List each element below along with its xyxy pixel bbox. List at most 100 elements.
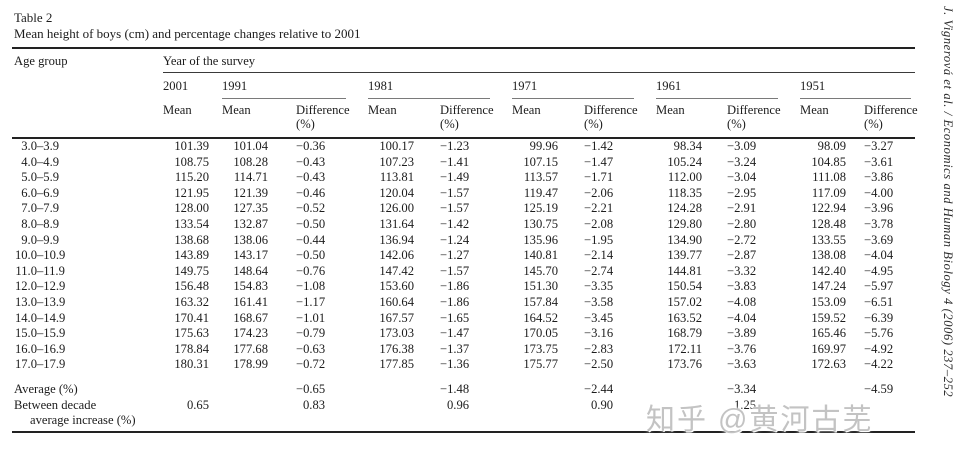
between-decade-row: Between decade average increase (%) 0.65 0.…	[12, 398, 915, 432]
value-cell: 157.84	[523, 294, 558, 309]
mean-height-table: Age group Year of the survey 2001 1991 1…	[12, 47, 918, 433]
value-cell: −2.14	[584, 248, 614, 263]
age-cell: 7.0–7.9	[21, 201, 60, 216]
value-cell: 175.77	[523, 357, 558, 372]
age-cell: 4.0–4.9	[21, 154, 60, 169]
value-cell: −3.45	[584, 310, 614, 325]
survey-year-header: Year of the survey	[163, 48, 916, 73]
value-cell: 167.57	[379, 310, 414, 325]
value-cell: −3.16	[584, 326, 614, 341]
value-cell: 128.00	[174, 201, 209, 216]
value-cell: 112.00	[667, 170, 702, 185]
value-cell: −0.44	[296, 232, 326, 247]
difference-subheader-1961: Difference (%)	[727, 99, 800, 139]
value-cell: 98.34	[673, 139, 702, 153]
value-cell: −3.89	[727, 326, 757, 341]
value-cell: −1.36	[440, 357, 470, 372]
value-cell: −1.17	[296, 294, 326, 309]
value-cell: 107.23	[379, 154, 414, 169]
value-cell: 138.08	[811, 248, 846, 263]
value-cell: −5.76	[864, 326, 894, 341]
value-cell: 172.63	[811, 357, 846, 372]
age-cell: 6.0–6.9	[21, 185, 60, 200]
value-cell: 168.67	[233, 310, 268, 325]
value-cell: −2.95	[727, 185, 757, 200]
value-cell: 148.64	[233, 263, 268, 278]
value-cell: 176.38	[379, 341, 414, 356]
value-cell: −0.72	[296, 357, 326, 372]
value-cell: 105.24	[667, 154, 702, 169]
age-cell: 13.0–13.9	[14, 294, 66, 309]
value-cell: −3.24	[727, 154, 757, 169]
table-caption: Mean height of boys (cm) and percentage …	[14, 26, 361, 41]
average-row-label: Average (%)	[14, 381, 78, 396]
year-header-1951: 1951	[800, 73, 915, 99]
difference-subheader-1951: Difference (%)	[864, 99, 918, 139]
value-cell: −2.87	[727, 248, 757, 263]
value-cell: 159.52	[811, 310, 846, 325]
value-cell: −1.57	[440, 201, 470, 216]
age-cell: 8.0–8.9	[21, 216, 60, 231]
table-row: 17.0–17.9 180.31 178.99 −0.72 177.85 −1.36 175…	[12, 357, 915, 373]
table-row: 12.0–12.9 156.48 154.83 −1.08 153.60 −1.86 151…	[12, 279, 915, 295]
mean-subheader-1961: Mean	[656, 99, 727, 139]
value-cell: 131.64	[379, 216, 414, 231]
age-cell: 11.0–11.9	[15, 263, 65, 278]
value-cell: 133.55	[811, 232, 846, 247]
value-cell	[656, 373, 727, 398]
table-row: 13.0–13.9 163.32 161.41 −1.17 160.64 −1.86 157…	[12, 295, 915, 311]
value-cell: −1.95	[584, 232, 614, 247]
value-cell: 173.75	[523, 341, 558, 356]
value-cell: −1.65	[440, 310, 470, 325]
value-cell	[512, 373, 584, 398]
value-cell: 170.41	[174, 310, 209, 325]
value-cell: −3.34	[727, 381, 757, 396]
value-cell: −2.91	[727, 201, 757, 216]
value-cell: −4.92	[864, 341, 894, 356]
value-cell: −2.21	[584, 201, 614, 216]
value-cell: −6.51	[864, 294, 894, 309]
value-cell: 175.63	[174, 326, 209, 341]
table-number-label: Table 2	[14, 10, 53, 25]
value-cell: 125.19	[523, 201, 558, 216]
value-cell: 138.68	[174, 232, 209, 247]
value-cell: 173.76	[667, 357, 702, 372]
mean-subheader-1981: Mean	[368, 99, 440, 139]
value-cell: −1.47	[440, 326, 470, 341]
value-cell: 150.54	[667, 279, 702, 294]
value-cell: 122.94	[811, 201, 846, 216]
value-cell: −3.96	[864, 201, 894, 216]
value-cell: −3.09	[727, 139, 757, 153]
value-cell: 164.52	[523, 310, 558, 325]
table-row: 15.0–15.9 175.63 174.23 −0.79 173.03 −1.47 170…	[12, 326, 915, 342]
value-cell: 98.09	[817, 139, 846, 153]
value-cell: −3.78	[864, 216, 894, 231]
value-cell: 117.09	[811, 185, 846, 200]
value-cell: 168.79	[667, 326, 702, 341]
value-cell: 108.28	[233, 154, 268, 169]
value-cell: −1.49	[440, 170, 470, 185]
table-row: 5.0–5.9 115.20 114.71 −0.43 113.81 −1.49 113.5…	[12, 170, 915, 186]
value-cell: 147.42	[379, 263, 414, 278]
value-cell: 172.11	[667, 341, 702, 356]
difference-subheader-1991: Difference (%)	[296, 99, 368, 139]
table-row: 16.0–16.9 178.84 177.68 −0.63 176.38 −1.37 173…	[12, 342, 915, 358]
table-row: 3.0–3.9 101.39 101.04 −0.36 100.17 −1.23 99.96…	[12, 138, 915, 155]
mean-subheader-1991: Mean	[222, 99, 296, 139]
value-cell: −2.06	[584, 185, 614, 200]
value-cell: 147.24	[811, 279, 846, 294]
year-header-1981: 1981	[368, 73, 512, 99]
value-cell: −4.08	[727, 294, 757, 309]
value-cell: 145.70	[523, 263, 558, 278]
average-row: Average (%) −0.65 −1.48 −2.44 −3.34 −4.59	[12, 373, 915, 398]
mean-subheader-1951: Mean	[800, 99, 864, 139]
value-cell: −4.00	[864, 185, 894, 200]
value-cell: 178.84	[174, 341, 209, 356]
value-cell: 120.04	[379, 185, 414, 200]
value-cell: 163.32	[174, 294, 209, 309]
value-cell: −1.86	[440, 294, 470, 309]
age-cell: 5.0–5.9	[21, 170, 60, 185]
value-cell: 128.48	[811, 216, 846, 231]
value-cell: 143.17	[233, 248, 268, 263]
value-cell: 165.46	[811, 326, 846, 341]
